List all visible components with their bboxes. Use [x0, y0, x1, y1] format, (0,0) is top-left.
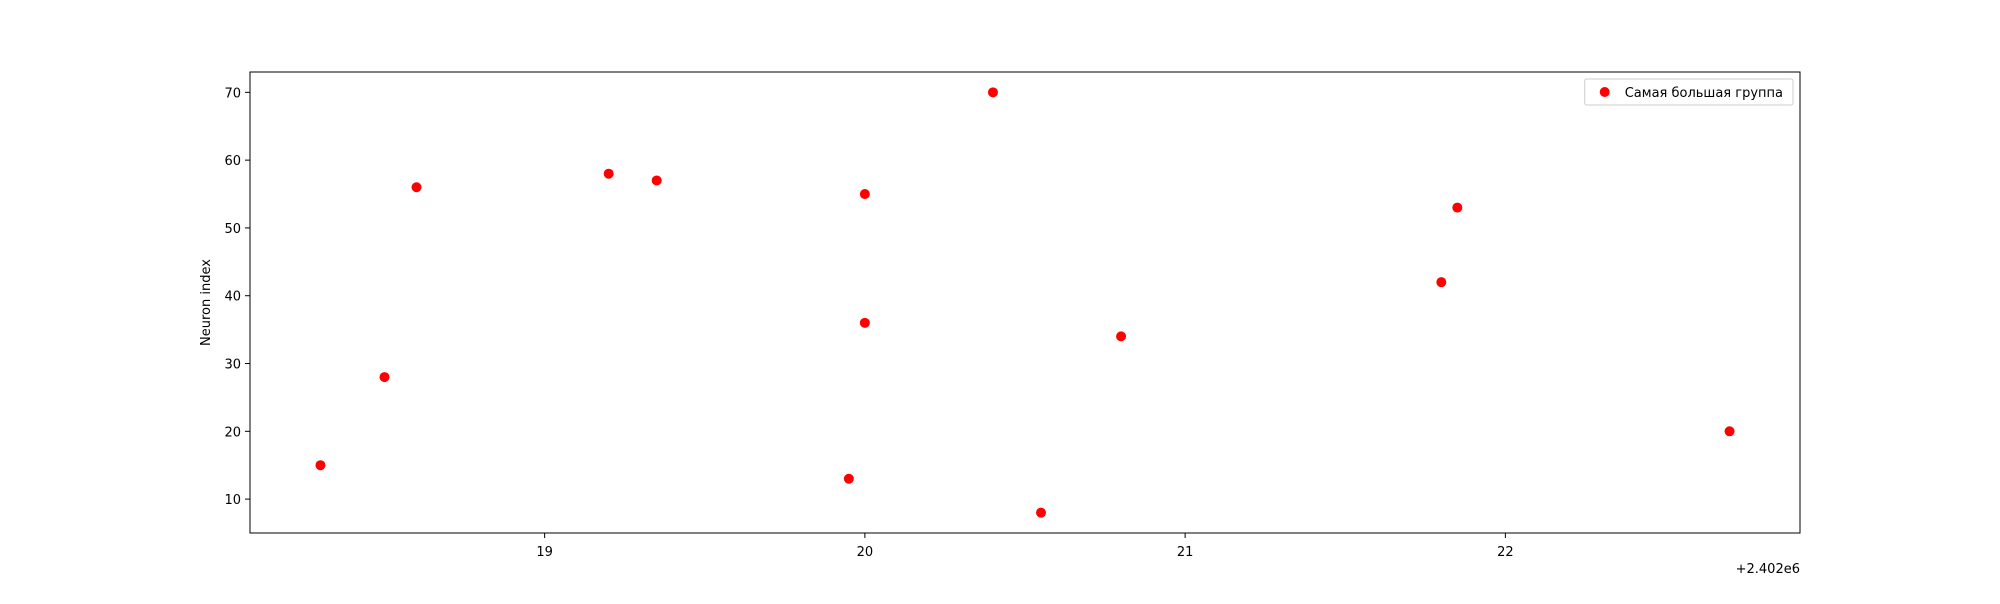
legend-marker: [1599, 87, 1610, 97]
x-tick-label: 19: [536, 545, 553, 560]
y-tick-label: 20: [224, 425, 241, 440]
data-point: [315, 460, 326, 471]
y-tick-label: 60: [224, 154, 241, 169]
data-point: [1436, 277, 1447, 288]
plot-area: [249, 71, 1801, 534]
x-tick-label: 21: [1177, 545, 1194, 560]
data-point: [987, 87, 998, 98]
data-point: [1036, 507, 1047, 518]
data-point: [379, 372, 390, 383]
points-layer: [315, 87, 1735, 518]
data-point: [843, 473, 854, 484]
data-point: [603, 168, 614, 179]
y-tick-label: 50: [224, 222, 241, 237]
data-point: [1724, 426, 1735, 437]
x-axis-offset-label: +2.402e6: [1736, 562, 1800, 577]
data-point: [651, 175, 662, 186]
x-tick-label: 20: [857, 545, 874, 560]
data-point: [1116, 331, 1127, 342]
x-tick-label: 22: [1497, 545, 1514, 560]
y-tick-label: 10: [224, 493, 241, 508]
data-point: [859, 317, 870, 328]
data-point: [411, 182, 422, 193]
y-tick-label: 30: [224, 358, 241, 373]
legend: Самая большая группа: [1584, 78, 1794, 106]
y-tick-label: 70: [224, 86, 241, 101]
y-tick-label: 40: [224, 290, 241, 305]
data-point: [1452, 202, 1463, 213]
legend-label: Самая большая группа: [1625, 86, 1783, 101]
y-axis: 10 20 30 40 50 60 70: [224, 86, 250, 508]
data-point: [859, 189, 870, 200]
legend-box: [1584, 78, 1794, 106]
axes-frame: [249, 71, 1801, 534]
y-axis-label: Neuron index: [199, 259, 214, 346]
x-axis: 19 20 21 22: [536, 533, 1514, 560]
